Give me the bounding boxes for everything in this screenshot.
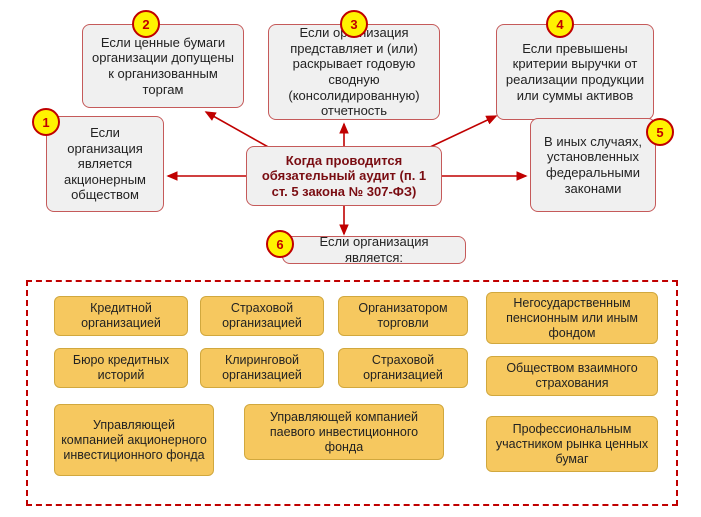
badge-6: 6 xyxy=(266,230,294,258)
org-type-node: Страховой организацией xyxy=(200,296,324,336)
condition-node-2: Если ценные бумаги организации допущены … xyxy=(82,24,244,108)
condition-node-4: Если превышены критерии выручки от реали… xyxy=(496,24,654,120)
badge-3: 3 xyxy=(340,10,368,38)
badge-2: 2 xyxy=(132,10,160,38)
org-type-node: Управляющей компанией акционерного инвес… xyxy=(54,404,214,476)
condition-node-6: Если организация является: xyxy=(282,236,466,264)
badge-5: 5 xyxy=(646,118,674,146)
center-node: Когда проводится обязательный аудит (п. … xyxy=(246,146,442,206)
org-type-node: Бюро кредитных историй xyxy=(54,348,188,388)
org-type-node: Кредитной организацией xyxy=(54,296,188,336)
org-type-node: Профессиональным участником рынка ценных… xyxy=(486,416,658,472)
arrow-4 xyxy=(428,116,496,148)
org-type-node: Клиринговой организацией xyxy=(200,348,324,388)
org-type-node: Негосударственным пенсионным или иным фо… xyxy=(486,292,658,344)
badge-4: 4 xyxy=(546,10,574,38)
arrow-2 xyxy=(206,112,270,148)
badge-1: 1 xyxy=(32,108,60,136)
condition-node-1: Если организация является акционерным об… xyxy=(46,116,164,212)
condition-node-5: В иных случаях, установленных федеральны… xyxy=(530,118,656,212)
org-type-node: Управляющей компанией паевого инвестицио… xyxy=(244,404,444,460)
org-type-node: Страховой организацией xyxy=(338,348,468,388)
condition-node-3: Если организация представляет и (или) ра… xyxy=(268,24,440,120)
org-type-node: Обществом взаимного страхования xyxy=(486,356,658,396)
org-type-node: Организатором торговли xyxy=(338,296,468,336)
